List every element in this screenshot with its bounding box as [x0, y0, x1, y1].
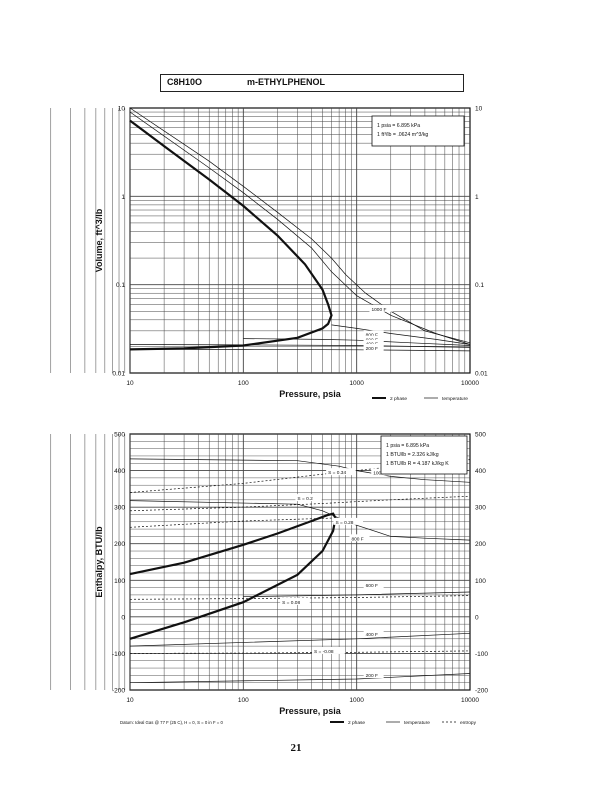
series-label: S = 0.28 — [335, 520, 353, 526]
y-tick-label-left: 300 — [114, 505, 125, 512]
y-tick-label-left: 0 — [121, 614, 125, 621]
series-label: 800 F — [351, 536, 363, 542]
y-tick-label-right: 300 — [475, 505, 486, 512]
temperature-line — [243, 591, 471, 598]
y-tick-label-right: 10 — [475, 106, 483, 113]
series-label: 400 F — [366, 632, 378, 638]
y-tick-label-right: 100 — [475, 578, 486, 585]
series-label: S = -0.08 — [314, 649, 334, 655]
series-label-bg — [295, 494, 322, 502]
series-label-bg — [363, 339, 384, 347]
legend-label: temperature — [442, 396, 468, 402]
x-tick-label: 100 — [238, 697, 249, 704]
y-tick-label-left: 0.1 — [116, 282, 125, 289]
x-tick-label: 10000 — [461, 697, 479, 704]
temperature-line — [331, 324, 471, 345]
series-label: 200 F — [366, 673, 378, 679]
x-axis-label: Pressure, psia — [279, 706, 342, 716]
series-label-bg — [311, 646, 345, 654]
temperature-line — [129, 500, 471, 541]
series-label: S = 0.08 — [282, 600, 300, 606]
y-tick-label-left: 1 — [121, 194, 125, 201]
x-tick-label: 100 — [238, 380, 249, 387]
series-label-bg — [363, 330, 384, 338]
y-tick-label-right: 400 — [475, 468, 486, 475]
y-tick-label-right: 0 — [475, 614, 479, 621]
y-tick-label-left: 200 — [114, 541, 125, 548]
footnote-text: Datum: Ideal Gas @ 77 F (25 C), H = 0, S… — [120, 720, 223, 725]
page-number: 21 — [290, 742, 302, 754]
series-label-bg — [280, 597, 310, 605]
info-box — [380, 435, 468, 475]
x-axis-label: Pressure, psia — [279, 389, 342, 399]
two-phase-curve — [129, 512, 337, 640]
temperature-line — [130, 349, 471, 352]
volume-chart: 10 100 1000 10000 0.01 0.01 0.1 0.1 1 1 10 10 Pressu… — [50, 106, 488, 402]
y-axis-label: Enthalpy, BTU/lb — [94, 526, 104, 598]
temperature-line — [129, 111, 471, 345]
series-label: 1000 F — [371, 307, 386, 313]
series-label: 600 F — [366, 583, 378, 589]
entropy-line — [129, 495, 471, 512]
info-box-line: 1 BTU/lb = 2.326 kJ/kg — [386, 452, 439, 458]
info-box-line: 1 psia = 6.895 kPa — [386, 443, 429, 449]
info-box-line: 1 BTU/lb R = 4.187 kJ/kg K — [386, 461, 449, 467]
y-tick-label-right: -200 — [475, 688, 488, 695]
legend-label: entropy — [460, 720, 477, 726]
x-tick-label: 10000 — [461, 380, 479, 387]
x-tick-label: 1000 — [349, 380, 364, 387]
y-tick-label-left: 400 — [114, 468, 125, 475]
y-tick-label-right: 0.01 — [475, 371, 488, 378]
series-label-bg — [349, 534, 370, 542]
series-label: S = 0.2 — [297, 496, 313, 502]
temperature-line — [129, 632, 471, 647]
series-label-bg — [363, 671, 384, 679]
series-label: S = 0.34 — [328, 470, 346, 476]
temperature-line — [129, 458, 471, 483]
legend-label: 2 phase — [348, 720, 365, 726]
entropy-line — [129, 517, 332, 528]
compound-name: m-ETHYLPHENOL — [247, 77, 326, 87]
y-tick-label-right: 1 — [475, 194, 479, 201]
y-axis-label: Volume, ft^3/lb — [94, 208, 104, 272]
temperature-line — [129, 344, 471, 348]
y-tick-label-left: 10 — [118, 106, 126, 113]
series-label-bg — [363, 343, 384, 351]
y-tick-label-right: -100 — [475, 651, 488, 658]
y-tick-label-left: 0.01 — [112, 371, 125, 378]
y-tick-label-right: 500 — [475, 432, 486, 439]
series-label-bg — [363, 630, 384, 638]
y-tick-label-right: 200 — [475, 541, 486, 548]
y-tick-label-right: 0.1 — [475, 282, 484, 289]
series-label: 200 F — [366, 346, 378, 352]
entropy-line — [129, 595, 471, 600]
temperature-line — [243, 338, 471, 346]
info-box-line: 1 ft³/lb = .0624 m^3/kg — [377, 132, 428, 138]
x-tick-label: 10 — [126, 380, 134, 387]
series-label-bg — [369, 304, 393, 312]
temperature-line — [129, 107, 471, 344]
info-box — [371, 115, 465, 147]
entropy-line — [129, 650, 471, 654]
y-tick-label-left: 100 — [114, 578, 125, 585]
info-box-line: 1 psia = 6.895 kPa — [377, 123, 420, 129]
two-phase-curve — [129, 119, 333, 351]
series-label-bg — [363, 335, 384, 343]
series-label-bg — [363, 581, 384, 589]
series-label-bg — [333, 517, 364, 525]
compound-formula: C8H10O — [167, 77, 203, 87]
chart-title-box: C8H10O m-ETHYLPHENOL — [160, 74, 464, 92]
y-tick-label-left: -200 — [112, 688, 125, 695]
legend-label: 2 phase — [390, 396, 407, 402]
legend-label: temperature — [404, 720, 430, 726]
x-tick-label: 1000 — [349, 697, 364, 704]
enthalpy-chart: 10 100 1000 10000 -200 -200 -100 -100 0 0 100 100 20… — [50, 432, 488, 726]
series-label: 800 F — [366, 333, 378, 339]
y-tick-label-left: 500 — [114, 432, 125, 439]
y-tick-label-left: -100 — [112, 651, 125, 658]
temperature-line — [129, 673, 471, 684]
series-label-bg — [326, 468, 356, 476]
x-tick-label: 10 — [126, 697, 134, 704]
